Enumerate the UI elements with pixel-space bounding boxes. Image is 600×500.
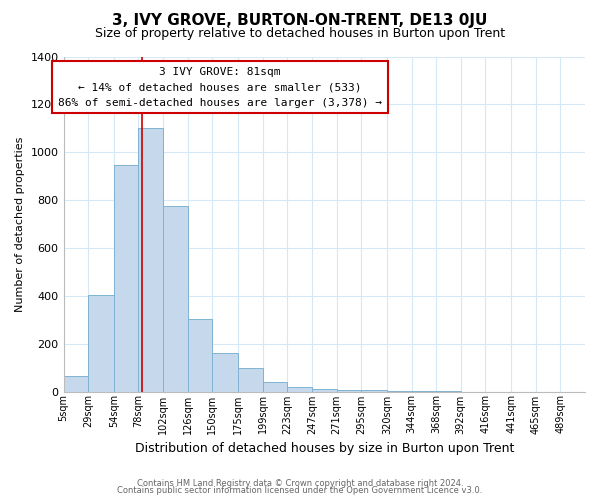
Bar (287, 387, 312, 392)
Bar (163, 206, 188, 392)
Bar (88, 294, 114, 392)
Bar (387, 391, 412, 392)
Bar (212, 353, 238, 392)
Bar (64, 376, 88, 392)
Bar (312, 389, 337, 392)
Bar (337, 390, 361, 392)
X-axis label: Distribution of detached houses by size in Burton upon Trent: Distribution of detached houses by size … (134, 442, 514, 455)
Text: 3 IVY GROVE: 81sqm
← 14% of detached houses are smaller (533)
86% of semi-detach: 3 IVY GROVE: 81sqm ← 14% of detached hou… (58, 66, 382, 108)
Bar (263, 382, 287, 392)
Text: Size of property relative to detached houses in Burton upon Trent: Size of property relative to detached ho… (95, 28, 505, 40)
Y-axis label: Number of detached properties: Number of detached properties (15, 136, 25, 312)
Bar (238, 368, 263, 392)
Text: Contains HM Land Registry data © Crown copyright and database right 2024.: Contains HM Land Registry data © Crown c… (137, 478, 463, 488)
Text: Contains public sector information licensed under the Open Government Licence v3: Contains public sector information licen… (118, 486, 482, 495)
Bar (188, 318, 212, 392)
Text: 3, IVY GROVE, BURTON-ON-TRENT, DE13 0JU: 3, IVY GROVE, BURTON-ON-TRENT, DE13 0JU (112, 12, 488, 28)
Bar (139, 128, 163, 392)
Bar (114, 166, 139, 392)
Bar (361, 390, 387, 392)
